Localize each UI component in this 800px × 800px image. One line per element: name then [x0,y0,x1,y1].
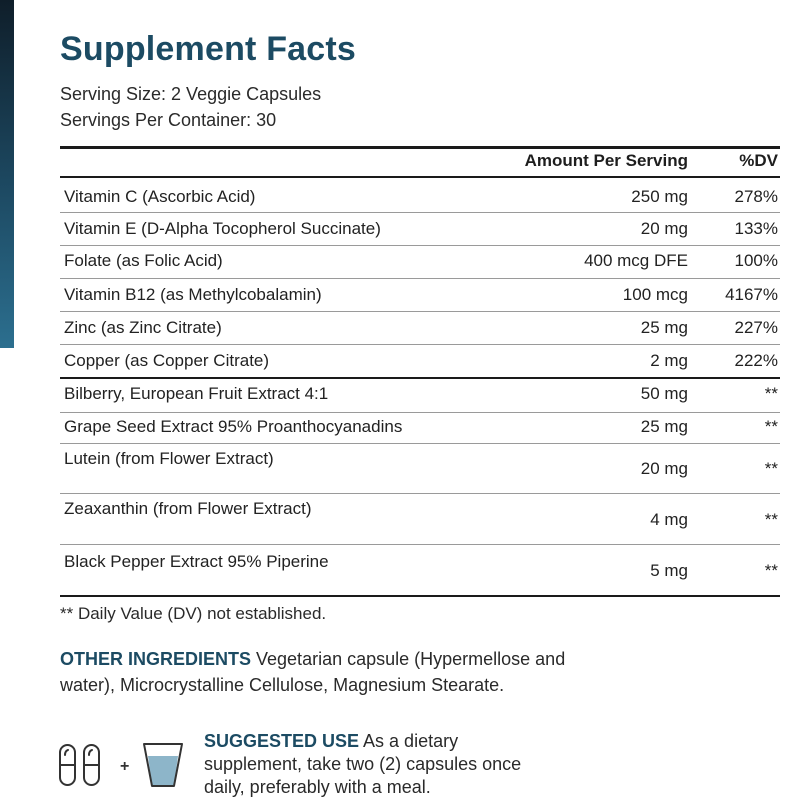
row-divider [60,544,780,545]
table-row: Vitamin B12 (as Methylcobalamin) 100 mcg 4… [60,278,780,311]
row-divider [60,344,780,345]
suggested-use: SUGGESTED USE As a dietary supplement, t… [204,730,544,799]
header-rule [60,176,780,178]
nutrient-amount: 20 mg [640,459,688,478]
row-divider [60,443,780,444]
dv-footnote: ** Daily Value (DV) not established. [60,604,327,623]
table-row: Zinc (as Zinc Citrate) 25 mg 227% [60,311,780,344]
nutrient-name: Zeaxanthin (from Flower Extract) [64,499,312,518]
table-top-rule [60,146,780,149]
nutrient-name: Vitamin B12 (as Methylcobalamin) [64,285,322,304]
other-ingredients: OTHER INGREDIENTS Vegetarian capsule (Hy… [60,646,620,698]
nutrient-amount: 4 mg [650,510,688,529]
water-glass-icon [143,743,183,787]
nutrient-dv: 278% [734,187,778,206]
amount-column-header: Amount Per Serving [524,151,688,170]
suggested-use-text: As a dietary supplement, take two (2) ca… [204,731,522,797]
table-row: Bilberry, European Fruit Extract 4:1 50 m… [60,379,780,412]
nutrient-amount: 25 mg [640,318,688,337]
plus-sign: + [120,758,129,775]
row-divider [60,493,780,494]
nutrient-amount: 20 mg [640,219,688,238]
nutrient-dv: 100% [734,251,778,270]
side-accent-bar [0,0,14,348]
nutrient-dv: 133% [734,219,778,238]
row-divider [60,278,780,279]
nutrient-dv: 227% [734,318,778,337]
table-row: Vitamin E (D-Alpha Tocopherol Succinate)… [60,212,780,245]
suggested-use-label: SUGGESTED USE [204,731,360,751]
table-bottom-rule [60,595,780,597]
nutrient-amount: 250 mg [631,187,688,206]
capsule-icon [59,744,100,786]
table-row: Grape Seed Extract 95% Proanthocyanadins… [60,412,780,443]
nutrient-amount: 100 mcg [622,285,688,304]
nutrient-name: Vitamin C (Ascorbic Acid) [64,187,256,206]
usage-icons: + [58,742,188,788]
nutrient-name: Folate (as Folic Acid) [64,251,223,270]
row-divider [60,412,780,413]
nutrient-name: Zinc (as Zinc Citrate) [64,318,222,337]
other-ingredients-label: OTHER INGREDIENTS [60,649,252,669]
table-row: Copper (as Copper Citrate) 2 mg 222% [60,344,780,377]
other-ingredients-text: Vegetarian capsule (Hypermellose and wat… [60,649,566,695]
nutrient-name: Copper (as Copper Citrate) [64,351,270,370]
nutrient-amount: 2 mg [650,351,688,370]
row-divider [60,311,780,312]
nutrient-dv: 4167% [725,285,778,304]
nutrient-name: Vitamin E (D-Alpha Tocopherol Succinate) [64,219,381,238]
table-row: Black Pepper Extract 95% Piperine 5 mg ** [60,544,780,595]
row-divider [60,245,780,246]
section-rule [60,377,780,379]
nutrient-dv: 222% [734,351,778,370]
nutrient-name: Lutein (from Flower Extract) [64,449,274,468]
nutrient-name: Black Pepper Extract 95% Piperine [64,552,329,571]
nutrient-amount: 400 mcg DFE [584,251,688,270]
nutrient-amount: 25 mg [640,417,688,436]
page-title: Supplement Facts [60,30,357,68]
table-row: Zeaxanthin (from Flower Extract) 4 mg ** [60,493,780,544]
dv-column-header: %DV [739,151,778,170]
nutrient-dv: ** [764,561,778,580]
nutrient-dv: ** [764,459,778,478]
usage-icon-group: + [59,743,183,787]
table-row: Lutein (from Flower Extract) 20 mg ** [60,443,780,493]
nutrient-dv: ** [764,417,778,436]
nutrient-name: Grape Seed Extract 95% Proanthocyanadins [64,417,403,436]
table-row: Folate (as Folic Acid) 400 mcg DFE 100% [60,245,780,278]
serving-size: Serving Size: 2 Veggie Capsules [60,84,322,104]
nutrient-amount: 5 mg [650,561,688,580]
row-divider [60,212,780,213]
table-row: Vitamin C (Ascorbic Acid) 250 mg 278% [60,178,780,212]
servings-per-container: Servings Per Container: 30 [60,110,277,130]
nutrient-amount: 50 mg [640,384,688,403]
nutrient-dv: ** [764,510,778,529]
nutrient-name: Bilberry, European Fruit Extract 4:1 [64,384,329,403]
nutrient-dv: ** [764,384,778,403]
